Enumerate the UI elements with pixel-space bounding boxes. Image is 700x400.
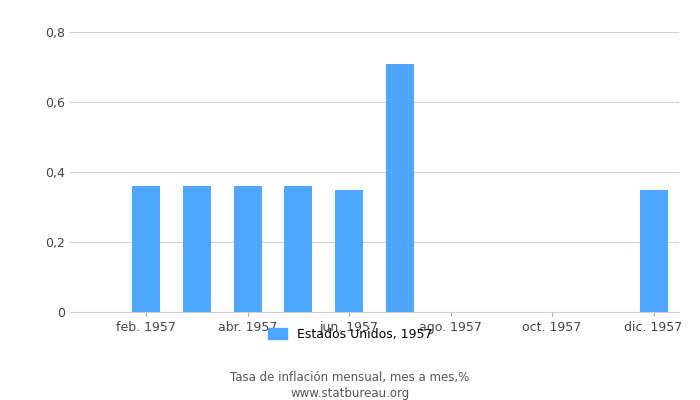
- Bar: [284, 186, 312, 312]
- Bar: [132, 186, 160, 312]
- Text: www.statbureau.org: www.statbureau.org: [290, 388, 410, 400]
- Legend: Estados Unidos, 1957: Estados Unidos, 1957: [263, 323, 437, 346]
- Text: Tasa de inflación mensual, mes a mes,%: Tasa de inflación mensual, mes a mes,%: [230, 372, 470, 384]
- Bar: [335, 190, 363, 312]
- Bar: [234, 186, 262, 312]
- Bar: [183, 186, 211, 312]
- Bar: [640, 190, 668, 312]
- Bar: [386, 64, 414, 312]
